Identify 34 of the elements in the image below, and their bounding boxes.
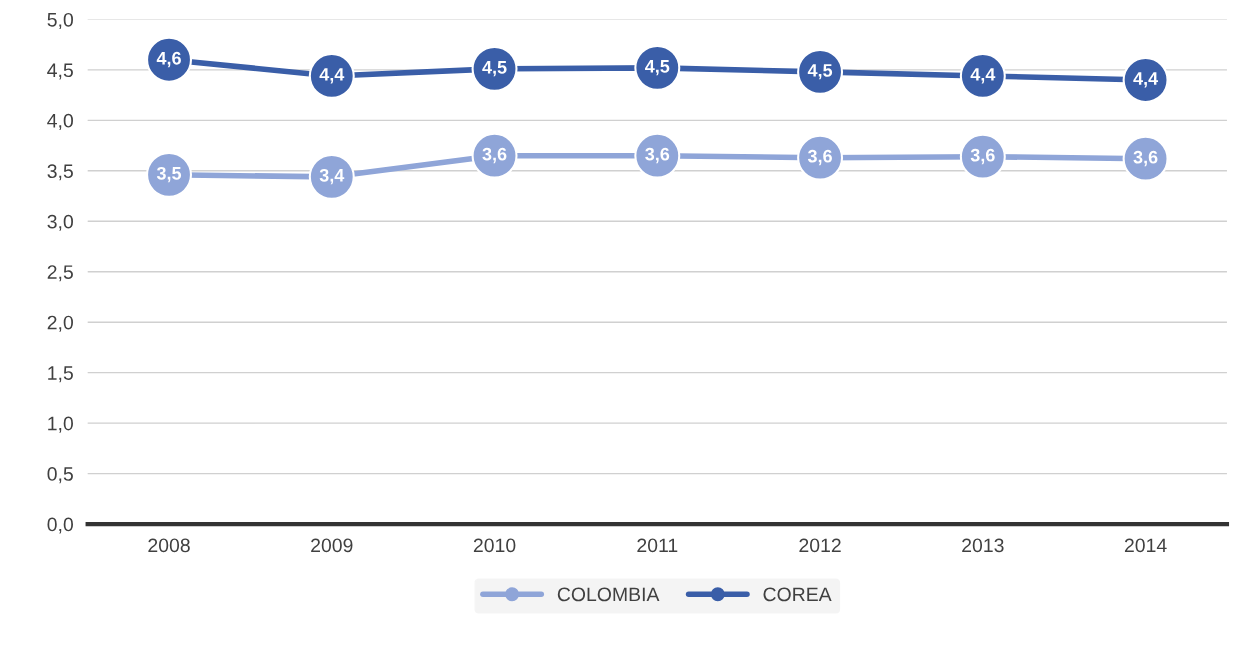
y-tick-label: 1,5 xyxy=(48,366,73,383)
y-tick-label: 0,5 xyxy=(47,467,73,484)
legend-label: COLOMBIA xyxy=(557,587,660,602)
x-tick-label: 2008 xyxy=(148,538,190,553)
y-tick-label: 3,0 xyxy=(47,214,73,231)
data-label: 4,5 xyxy=(482,61,507,77)
data-label: 4,6 xyxy=(156,51,181,68)
data-label: 3,5 xyxy=(156,166,182,183)
x-tick-label: 2014 xyxy=(1124,538,1167,553)
y-tick-label: 1,0 xyxy=(48,416,73,433)
data-label: 3,6 xyxy=(1133,150,1158,167)
x-tick-label: 2012 xyxy=(799,538,841,553)
x-tick-label: 2009 xyxy=(311,538,353,553)
data-label: 3,6 xyxy=(970,148,995,165)
data-label: 3,6 xyxy=(482,147,507,164)
y-tick-label: 5,0 xyxy=(47,12,73,29)
data-label: 4,4 xyxy=(319,68,345,84)
data-label: 4,4 xyxy=(970,68,996,84)
legend-label: COREA xyxy=(763,587,832,602)
data-label: 4,5 xyxy=(807,64,833,80)
y-tick-label: 2,5 xyxy=(47,265,73,282)
y-tick-label: 4,0 xyxy=(47,113,73,130)
x-tick-label: 2011 xyxy=(637,538,678,553)
y-tick-label: 2,0 xyxy=(47,315,73,332)
y-tick-label: 3,5 xyxy=(47,164,73,181)
data-label: 4,4 xyxy=(1133,72,1159,88)
x-tick-label: 2010 xyxy=(473,538,516,553)
data-label: 3,4 xyxy=(319,168,345,185)
y-tick-label: 4,5 xyxy=(47,63,73,80)
data-label: 3,6 xyxy=(645,147,670,164)
y-tick-label: 0,0 xyxy=(47,517,73,534)
x-tick-label: 2013 xyxy=(962,538,1004,553)
data-label: 3,6 xyxy=(807,149,832,166)
data-label: 4,5 xyxy=(645,60,670,76)
